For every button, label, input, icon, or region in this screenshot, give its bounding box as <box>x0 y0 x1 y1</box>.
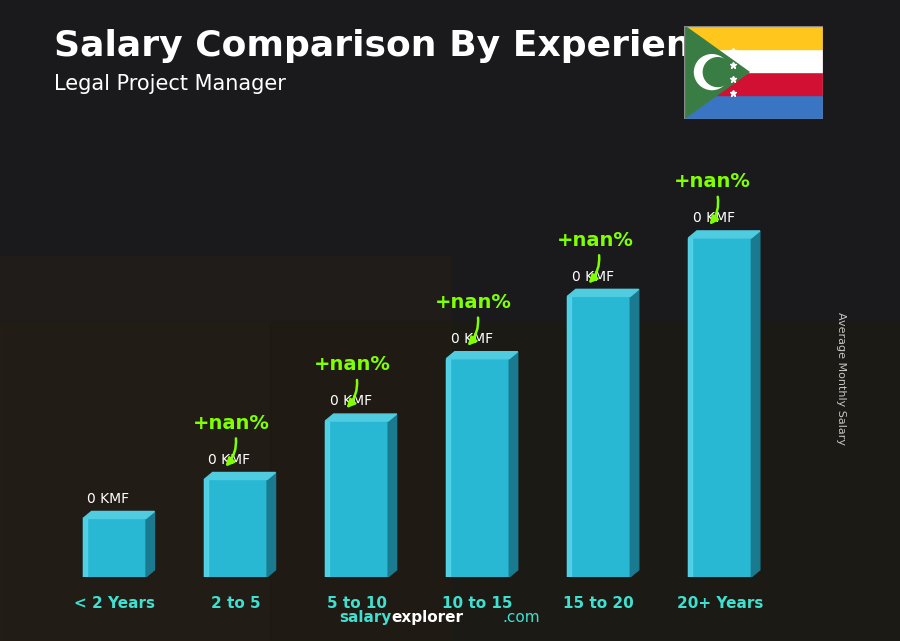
Text: 0 KMF: 0 KMF <box>572 269 614 283</box>
Polygon shape <box>630 289 639 577</box>
Text: Legal Project Manager: Legal Project Manager <box>54 74 286 94</box>
Bar <box>567 296 630 577</box>
Bar <box>325 421 329 577</box>
Bar <box>270 320 900 641</box>
Text: salary: salary <box>339 610 392 625</box>
Polygon shape <box>146 512 155 577</box>
Bar <box>688 238 692 577</box>
Text: Salary Comparison By Experience: Salary Comparison By Experience <box>54 29 737 63</box>
Bar <box>83 519 146 577</box>
Polygon shape <box>267 472 275 577</box>
Bar <box>204 479 208 577</box>
Text: 0 KMF: 0 KMF <box>329 394 372 408</box>
Polygon shape <box>325 414 397 421</box>
Text: +nan%: +nan% <box>194 414 270 465</box>
Bar <box>684 49 824 72</box>
Text: +nan%: +nan% <box>436 293 512 344</box>
Polygon shape <box>567 289 639 296</box>
Text: 0 KMF: 0 KMF <box>209 453 250 467</box>
Circle shape <box>695 54 729 90</box>
Text: +nan%: +nan% <box>314 355 392 406</box>
Text: 0 KMF: 0 KMF <box>693 211 735 225</box>
Bar <box>684 72 824 96</box>
Text: 0 KMF: 0 KMF <box>87 492 130 506</box>
Text: 0 KMF: 0 KMF <box>451 332 493 346</box>
Bar <box>567 296 572 577</box>
Text: +nan%: +nan% <box>674 172 751 222</box>
Bar <box>0 0 900 320</box>
Bar <box>688 238 752 577</box>
Bar <box>446 359 509 577</box>
Bar <box>684 96 824 119</box>
Text: .com: .com <box>502 610 540 625</box>
Polygon shape <box>388 414 397 577</box>
Polygon shape <box>204 472 275 479</box>
Polygon shape <box>752 231 760 577</box>
Polygon shape <box>446 352 518 359</box>
Text: Average Monthly Salary: Average Monthly Salary <box>836 312 847 445</box>
Bar <box>83 519 86 577</box>
Text: explorer: explorer <box>392 610 464 625</box>
Bar <box>446 359 450 577</box>
Polygon shape <box>684 26 749 119</box>
Text: +nan%: +nan% <box>556 231 634 281</box>
Polygon shape <box>509 352 518 577</box>
Polygon shape <box>688 231 760 238</box>
Bar <box>0 256 450 641</box>
Bar <box>204 479 267 577</box>
Circle shape <box>703 58 732 87</box>
Polygon shape <box>83 512 155 519</box>
Bar <box>684 26 824 49</box>
Bar <box>325 421 388 577</box>
